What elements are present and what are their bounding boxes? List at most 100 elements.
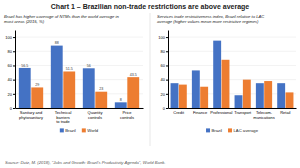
bar [171,83,179,108]
y-axis: 0 20 40 60 80 100 [5,31,15,111]
grid-line [168,108,296,109]
tick-label: 60 [8,63,13,68]
grid [168,37,296,108]
legend-item: Brazil [206,128,222,133]
legend-item: World [82,128,99,133]
tick-mark [166,51,168,52]
panel: Services trade restrictiveness index, Br… [157,14,297,133]
bar [277,83,285,108]
tick: 40 [161,77,168,82]
axis-line [169,108,297,109]
data-label: 88 [55,41,59,45]
data-label: 51.5 [66,67,73,71]
tick-mark [13,80,15,81]
tick: Pricecontrols [120,110,134,120]
tick-label: Transport [234,110,252,115]
text-line: Transport [234,110,252,115]
bar [235,95,243,108]
tick: Quantitycontrols [88,110,103,120]
grid-line [15,79,143,80]
grid-line [15,65,143,66]
tick: 0 [163,106,168,111]
grid-line [168,51,296,52]
tick: Retail [280,110,290,115]
data-labels: 56.5885682951.52343.5 [21,41,136,102]
bar [83,68,95,108]
legend: Brazil LAC average [206,128,259,133]
tick-mark [13,37,15,38]
bar [179,85,187,108]
x-axis: CreditFinanceProfessionalTransportTeleco… [169,109,297,120]
subtitle: Services trade restrictiveness index, Br… [157,14,265,24]
bar [200,87,208,108]
bar [222,60,230,108]
bar [127,77,139,108]
bar [264,81,272,108]
figure: Chart 1 – Brazilian non-trade restrictio… [0,0,300,168]
text-line: controls [120,115,134,120]
tick-label: 80 [161,49,166,54]
bar [286,92,294,108]
grid-line [15,37,143,38]
grid-line [15,51,143,52]
tick-mark [13,65,15,66]
tick-label: Sanitary andphytosanitary [19,110,43,120]
data-label: 56 [87,64,91,68]
annotation: Source: Dutz, M. (2018), "Jobs and Growt… [5,160,165,165]
text-line: Retail [280,110,290,115]
bar [19,68,31,108]
tick: 80 [161,49,168,54]
tick-label: 0 [163,106,166,111]
tick-label: Finance [193,110,208,115]
text-line: munications [253,115,274,120]
tick-label: 40 [161,77,166,82]
legend-swatch [206,128,210,132]
tick-mark [166,80,168,81]
tick: 40 [8,77,15,82]
data-label: 43.5 [130,73,137,77]
bars [19,46,139,108]
text-line: phytosanitary [19,115,43,120]
chart-container: Chart 1 – Brazilian non-trade restrictio… [0,0,300,168]
tick-label: 20 [8,92,13,97]
tick-label: Quantitycontrols [88,110,103,120]
text-line: most areas (2015, %) [4,19,45,24]
tick: Technicalbarriersto trade [55,110,72,124]
legend-label: Brazil [212,128,223,133]
tick-mark [166,65,168,66]
tick: 0 [10,106,15,111]
text-line: Professional [210,110,232,115]
bar [51,46,63,108]
title: Chart 1 – Brazilian non-trade restrictio… [51,3,250,11]
grid-line [168,79,296,80]
tick: Sanitary andphytosanitary [19,110,43,120]
data-label: 23 [99,87,103,91]
grid-line [168,65,296,66]
tick-mark [166,37,168,38]
legend-item: LAC average [228,128,259,133]
legend-item: Brazil [60,128,76,133]
y-axis: 0 20 40 60 80 100 [158,31,168,111]
tick-label: 60 [161,63,166,68]
legend-label: World [87,128,99,133]
tick-mark [166,94,168,95]
tick: 100 [158,35,168,40]
bar [213,41,221,108]
tick-label: 80 [8,49,13,54]
tick-label: Pricecontrols [120,110,134,120]
axis-line [16,108,144,109]
grid-line [168,93,296,94]
legend-swatch [60,128,64,132]
bar [256,83,264,108]
tick: 100 [5,35,15,40]
tick-label: Credit [173,110,185,115]
tick: Credit [173,110,185,115]
tick: Transport [234,110,252,115]
grid [15,37,143,108]
tick-mark [13,108,15,109]
axis-line [15,31,16,109]
data-label: 8 [120,98,122,102]
data-label: 29 [35,83,39,87]
tick-mark [166,108,168,109]
tick: 20 [161,92,168,97]
